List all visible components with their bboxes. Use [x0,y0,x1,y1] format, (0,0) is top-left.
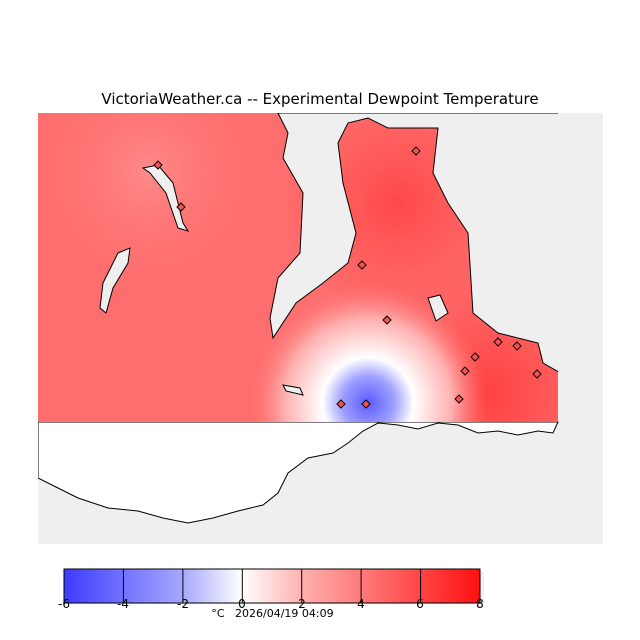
unit-label: °C [211,607,225,620]
station-marker [176,202,186,212]
station-marker [382,315,392,325]
us-land [38,421,559,524]
station-marker [532,369,542,379]
station-marker [153,160,163,170]
station-marker [512,341,522,351]
station-marker [357,260,367,270]
station-marker [470,352,480,362]
station-marker [454,394,464,404]
colorbar-tick-label: 4 [357,597,365,611]
station-marker [411,146,421,156]
station-marker [460,366,470,376]
dewpoint-map[interactable] [38,113,603,544]
colorbar-tick-label: -4 [117,597,129,611]
colorbar-tick-label: -2 [177,597,189,611]
station-marker [361,399,371,409]
station-marker [493,337,503,347]
dewpoint-field [38,113,558,422]
chart-title: VictoriaWeather.ca -- Experimental Dewpo… [101,90,539,108]
colorbar-ticks [122,569,422,603]
timestamp: 2026/04/19 04:09 [235,607,334,620]
colorbar-tick-label: -6 [58,597,70,611]
station-markers [153,146,542,409]
colorbar-tick-label: 8 [476,597,484,611]
colorbar-tick-label: 2 [298,597,306,611]
colorbar-tick-label: 0 [238,597,246,611]
station-marker [336,399,346,409]
colorbar [63,568,484,604]
colorbar-gradient [63,568,481,604]
colorbar-tick-label: 6 [416,597,424,611]
footer: °C 2026/04/19 04:09 [0,607,545,620]
